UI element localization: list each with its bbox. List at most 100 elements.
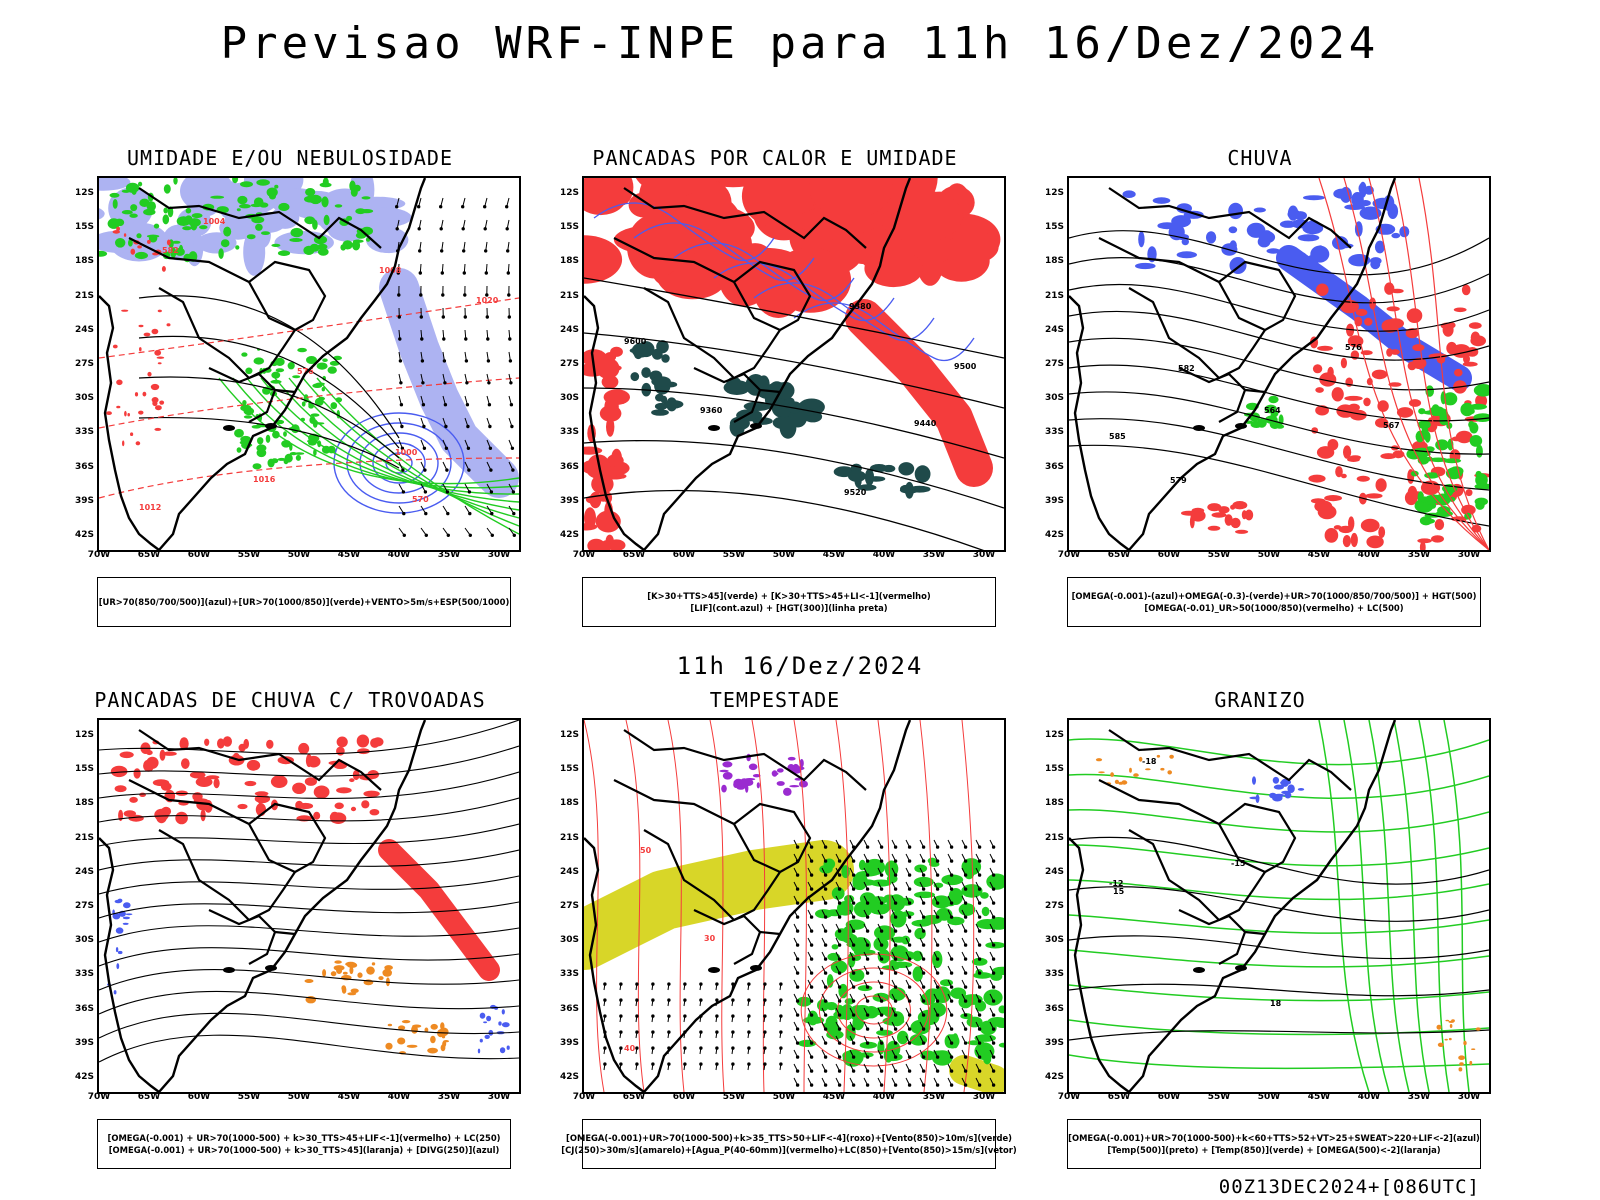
lat-tick-label: 33S	[74, 427, 94, 438]
country-border	[733, 260, 812, 331]
contour-line	[584, 489, 984, 550]
contour-line	[1069, 444, 1489, 527]
lat-tick-label: 33S	[1044, 427, 1064, 438]
contour-line	[99, 771, 519, 799]
panel-legend: [K>30+TTS>45](verde) + [K>30+TTS>45+LI<-…	[582, 577, 996, 627]
contour-line	[961, 720, 975, 1092]
contour-line	[1069, 738, 1489, 766]
lon-tick-label: 60W	[187, 550, 211, 560]
contour-line	[99, 797, 519, 823]
contour-line	[1069, 949, 1489, 968]
contour-line	[99, 947, 519, 967]
lon-tick-label: 30W	[1457, 1092, 1481, 1102]
lon-tick-label: 60W	[672, 550, 696, 560]
contour-line	[218, 377, 519, 485]
lat-tick-label: 15S	[1044, 222, 1064, 233]
lat-tick-label: 27S	[1044, 359, 1064, 369]
contour-line	[1069, 809, 1489, 833]
lat-tick-label: 18S	[1044, 798, 1064, 809]
shaded-field	[584, 346, 630, 550]
country-border	[733, 802, 812, 873]
contour-line	[99, 745, 519, 777]
contour-value-label: 1008	[379, 266, 402, 275]
country-border	[693, 367, 762, 423]
legend-line: [OMEGA(-0.001)-(azul)+OMEGA(-0.3)-(verde…	[1071, 591, 1477, 601]
contour-value-label: 585	[1109, 432, 1126, 441]
lat-tick-label: 39S	[74, 1037, 94, 1048]
lat-tick-label: 24S	[1044, 866, 1064, 877]
country-border	[1098, 237, 1266, 331]
lat-tick-label: 21S	[74, 290, 94, 301]
contour-value-label: 9520	[844, 488, 867, 497]
legend-line: [K>30+TTS>45](verde) + [K>30+TTS>45+LI<-…	[647, 591, 931, 601]
lon-tick-label: 55W	[237, 1092, 261, 1102]
country-border	[1108, 729, 1352, 791]
contour-value-label: 9500	[954, 362, 977, 371]
map-frame: 585 582 579 576 564 567	[1067, 176, 1491, 552]
contour-value-label: 9380	[849, 302, 872, 311]
lat-tick-label: 27S	[559, 359, 579, 369]
lat-tick-label: 12S	[1044, 730, 1064, 740]
coastline	[99, 178, 427, 550]
middle-title: 11h 16/Dez/2024	[676, 652, 924, 680]
legend-line: [OMEGA(-0.001)+UR>70(1000-500)+k<60+TTS>…	[1068, 1133, 1480, 1143]
contour-line	[1069, 364, 1489, 422]
contour-line	[667, 720, 685, 1092]
lon-tick-label: 45W	[337, 1092, 361, 1102]
contour-line	[99, 823, 519, 847]
lat-tick-label: 15S	[559, 222, 579, 233]
shaded-field	[1436, 1019, 1481, 1072]
country-border	[274, 930, 296, 936]
lon-tick-label: 70W	[572, 1092, 596, 1102]
panel-legend: [OMEGA(-0.001)+UR>70(1000-500)+k>35_TTS>…	[561, 1119, 1017, 1169]
contour-value-label: 40	[624, 1044, 636, 1053]
lake	[750, 965, 762, 971]
panel-title: PANCADAS POR CALOR E UMIDADE	[592, 146, 958, 170]
country-border	[733, 871, 781, 921]
country-border	[248, 329, 296, 379]
map-frame	[97, 718, 521, 1094]
lake	[708, 425, 720, 431]
lat-tick-label: 27S	[74, 359, 94, 369]
country-border	[613, 779, 781, 873]
country-border	[138, 729, 382, 791]
lat-tick-label: 42S	[559, 1072, 579, 1082]
lat-tick-label: 33S	[1044, 969, 1064, 980]
shaded-field	[385, 1020, 449, 1055]
shaded-field	[1249, 776, 1305, 803]
lat-tick-label: 24S	[1044, 324, 1064, 335]
wind-vectors	[603, 982, 783, 1071]
coastline	[584, 178, 912, 550]
lat-tick-label: 24S	[74, 324, 94, 335]
map-plot: -12 -15 -18 15 18	[1069, 720, 1489, 1092]
panel-pancadas-trovoadas: PANCADAS DE CHUVA C/ TROVOADAS 12S 15S 18S 2…	[60, 688, 521, 1169]
lon-tick-label: 40W	[387, 1092, 411, 1102]
country-border	[1128, 287, 1220, 379]
lat-tick-label: 36S	[559, 1003, 579, 1014]
country-border	[138, 187, 382, 249]
contour-line	[1069, 886, 1489, 922]
contour-value-label: 570	[412, 495, 429, 504]
contour-value-label: -18	[1142, 757, 1157, 766]
contour-value-label: 1020	[476, 296, 499, 305]
lon-tick-label: 55W	[722, 550, 746, 560]
contour-line	[1443, 720, 1470, 1092]
lon-tick-label: 60W	[1157, 1092, 1181, 1102]
lat-tick-label: 42S	[1044, 530, 1064, 540]
lake	[1235, 965, 1247, 971]
country-border	[759, 930, 781, 936]
lat-tick-label: 42S	[1044, 1072, 1064, 1082]
lat-tick-label: 15S	[1044, 764, 1064, 775]
lon-tick-label: 30W	[487, 550, 511, 560]
country-border	[1218, 871, 1266, 921]
lat-tick-label: 12S	[1044, 188, 1064, 198]
coastline	[1069, 178, 1397, 550]
shaded-band	[379, 268, 519, 498]
contour-line	[260, 377, 519, 503]
lat-tick-label: 36S	[559, 461, 579, 472]
wind-vectors	[793, 839, 996, 1087]
lake	[1235, 423, 1247, 429]
lat-tick-label: 18S	[559, 798, 579, 809]
lat-tick-label: 21S	[559, 290, 579, 301]
